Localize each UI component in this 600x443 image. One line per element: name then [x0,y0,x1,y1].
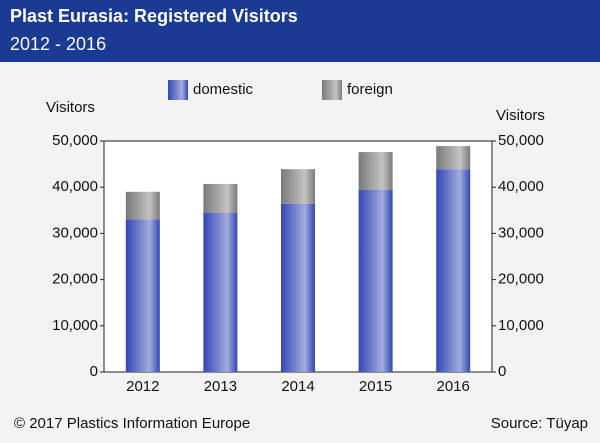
chart-subtitle: 2012 - 2016 [10,34,106,54]
y-tick-label: 30,000 [52,224,98,241]
header [0,0,600,62]
y-tick-label: 40,000 [52,178,98,195]
y-tick-label: 20,000 [52,271,98,288]
y-tick-label: 0 [90,363,98,380]
chart-title: Plast Eurasia: Registered Visitors [10,6,298,26]
y2-tick-label: 0 [498,363,506,380]
legend-swatch [322,80,342,100]
y2-tick-label: 10,000 [498,317,544,334]
y2-tick-label: 50,000 [498,132,544,149]
bar [203,212,238,372]
legend-swatch [168,80,188,100]
bar [436,146,471,170]
y-tick-label: 50,000 [52,132,98,149]
bar [125,219,160,372]
y-tick-label: 10,000 [52,317,98,334]
x-tick-label: 2015 [359,378,392,395]
x-tick-label: 2013 [204,378,237,395]
legend-label: foreign [347,81,393,98]
bar [436,169,471,372]
bar [358,189,393,372]
y2-tick-label: 40,000 [498,178,544,195]
x-tick-label: 2016 [437,378,470,395]
legend-label: domestic [193,81,254,98]
bar [281,169,315,204]
y-axis-label: Visitors [46,99,95,116]
y2-tick-label: 30,000 [498,224,544,241]
source: Source: Tüyap [491,415,588,432]
bar [125,191,160,220]
bar [358,152,393,190]
copyright: © 2017 Plastics Information Europe [14,415,250,432]
y2-tick-label: 20,000 [498,271,544,288]
bar [281,203,315,372]
bar [203,183,238,213]
x-tick-label: 2014 [281,378,314,395]
x-tick-label: 2012 [126,378,159,395]
y2-axis-label: Visitors [496,107,545,124]
